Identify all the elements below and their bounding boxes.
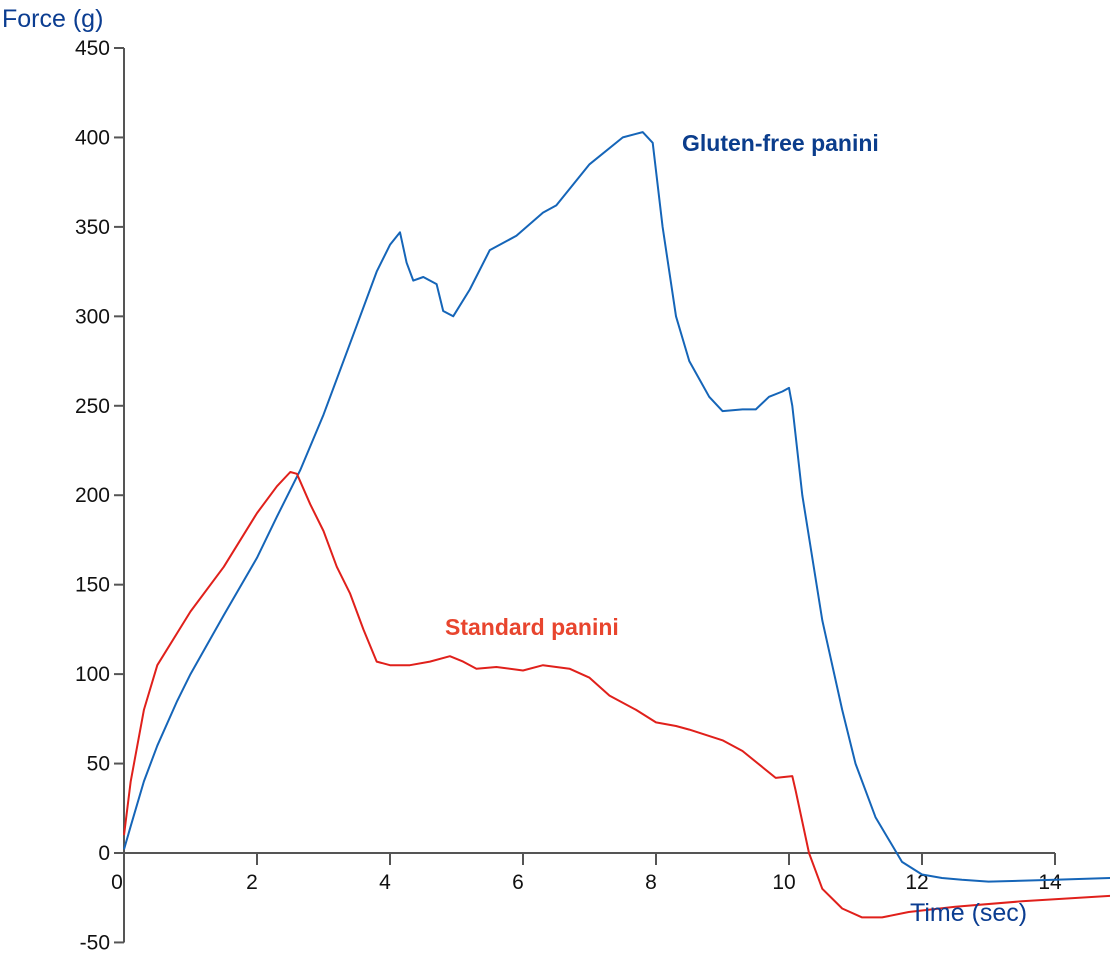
series-label-standard: Standard panini <box>445 614 619 640</box>
y-tick-label: 50 <box>87 753 110 776</box>
x-axis-label: Time (sec) <box>910 899 1027 927</box>
y-tick-label: -50 <box>80 931 110 954</box>
y-tick-label: 250 <box>75 395 110 418</box>
x-tick-label: 8 <box>645 871 657 894</box>
x-tick-label: 2 <box>246 871 258 894</box>
x-tick-label: 12 <box>905 871 928 894</box>
y-tick-label: 100 <box>75 663 110 686</box>
x-tick-label: 6 <box>512 871 524 894</box>
x-tick-label: 4 <box>379 871 391 894</box>
y-tick-label: 300 <box>75 305 110 328</box>
y-tick-label: 150 <box>75 574 110 597</box>
y-axis-label: Force (g) <box>2 5 103 33</box>
y-tick-label: 400 <box>75 126 110 149</box>
series-line-standard <box>123 471 1110 919</box>
x-tick-label: 10 <box>772 871 795 894</box>
y-tick-label: 350 <box>75 216 110 239</box>
series-label-gluten-free: Gluten-free panini <box>682 130 879 156</box>
y-tick-label: 200 <box>75 484 110 507</box>
series-line-gluten-free <box>123 131 1110 883</box>
y-tick-label: 0 <box>98 842 110 865</box>
x-tick-label: 0 <box>111 871 123 894</box>
y-tick-label: 450 <box>75 37 110 60</box>
x-tick-label: 14 <box>1038 871 1062 894</box>
